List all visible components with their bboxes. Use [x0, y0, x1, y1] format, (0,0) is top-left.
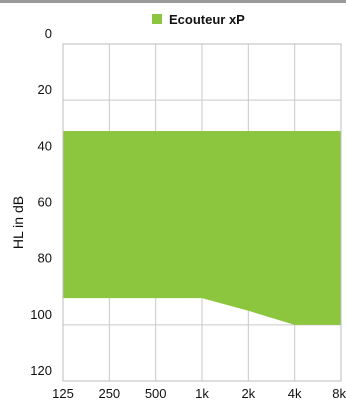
x-tick-label: 2k [241, 386, 255, 401]
x-tick-label: 1k [195, 386, 209, 401]
y-tick-label: 40 [38, 138, 52, 153]
legend: Ecouteur xP [152, 12, 245, 27]
y-tick-label: 100 [30, 307, 52, 322]
x-tick-label: 250 [98, 386, 120, 401]
y-tick-label: 60 [38, 195, 52, 210]
x-tick-label: 500 [145, 386, 167, 401]
legend-label: Ecouteur xP [169, 12, 245, 27]
plot-frame [62, 43, 342, 382]
y-tick-label: 0 [45, 26, 52, 41]
y-axis-title: HL in dB [10, 196, 26, 249]
x-axis-ticks: 125 250 500 1k 2k 4k 8k [52, 386, 346, 401]
x-tick-label: 4k [288, 386, 302, 401]
data-area [63, 131, 341, 325]
y-axis-ticks: 0 20 40 60 80 100 120 [30, 26, 52, 378]
x-tick-label: 8k [332, 386, 346, 401]
legend-swatch [152, 14, 162, 24]
x-tick-label: 125 [52, 386, 74, 401]
y-tick-label: 120 [30, 363, 52, 378]
y-tick-label: 80 [38, 251, 52, 266]
series-area [63, 131, 341, 325]
y-tick-label: 20 [38, 82, 52, 97]
